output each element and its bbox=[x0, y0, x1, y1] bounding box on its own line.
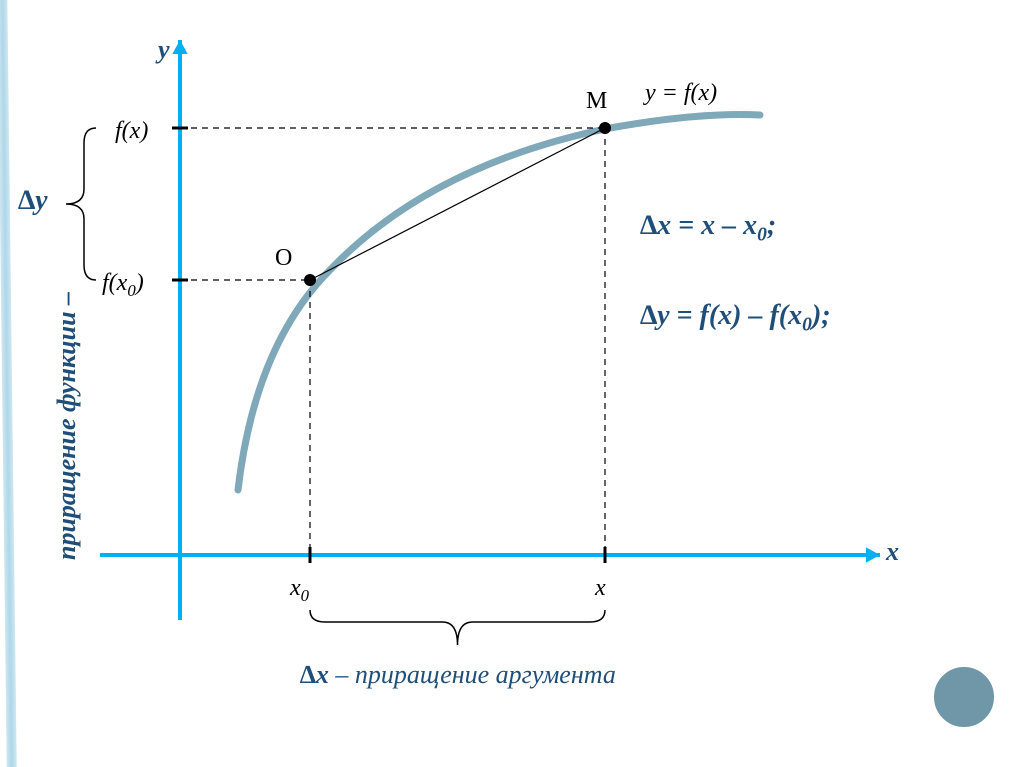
corner-circle-decoration bbox=[932, 665, 996, 729]
fx0-tick-label: f(x0) bbox=[102, 270, 144, 301]
slide-container: { "canvas": { "width": 1024, "height": 7… bbox=[0, 0, 1024, 767]
delta-x-annotation: ∆x – приращение аргумента bbox=[300, 660, 616, 690]
x-brace bbox=[310, 610, 605, 645]
x-axis-arrow bbox=[866, 547, 880, 562]
point-O-label: O bbox=[275, 245, 292, 272]
x0-tick-label: x0 bbox=[290, 575, 309, 606]
point-M bbox=[599, 122, 611, 134]
fx-tick-label: f(x) bbox=[115, 118, 148, 145]
function-equation-label: y = f(x) bbox=[645, 80, 717, 107]
y-axis-arrow bbox=[172, 40, 187, 54]
delta-x-formula: ∆x = x – x0; bbox=[640, 210, 776, 247]
projection-lines bbox=[180, 128, 605, 555]
y-brace bbox=[66, 128, 96, 280]
axis-ticks bbox=[172, 128, 605, 563]
graph-svg bbox=[0, 0, 1024, 767]
x-tick-label: x bbox=[595, 575, 606, 602]
x-axis-label: x bbox=[886, 537, 899, 567]
y-axis-label: y bbox=[158, 35, 170, 65]
point-O bbox=[304, 274, 316, 286]
point-M-label: M bbox=[586, 88, 607, 115]
delta-y-formula: ∆y = f(x) – f(x0); bbox=[640, 300, 831, 337]
delta-y-symbol: ∆y bbox=[18, 185, 48, 217]
function-increment-vertical-label: приращение функции – bbox=[52, 292, 82, 560]
secant-line bbox=[310, 128, 605, 280]
